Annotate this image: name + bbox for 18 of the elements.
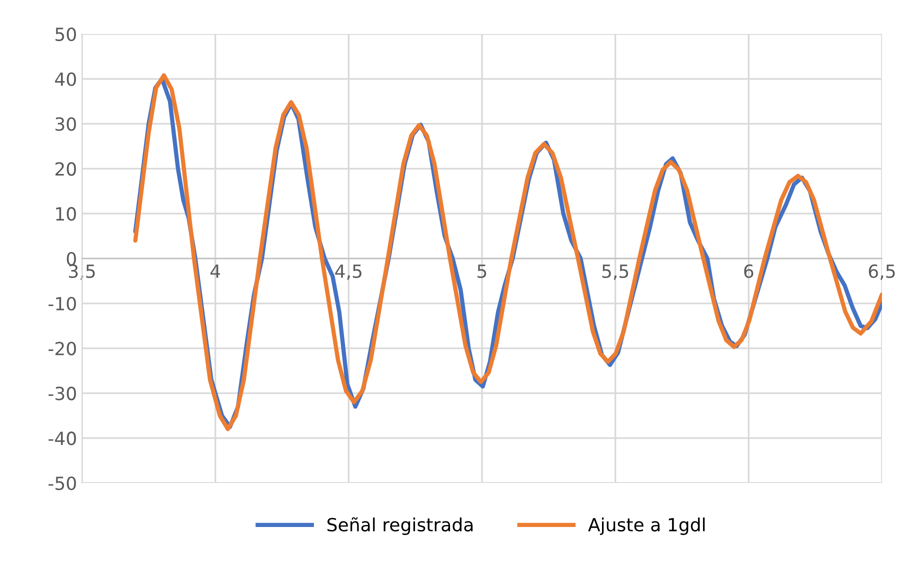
y-tick-label: -20 bbox=[48, 342, 76, 356]
legend-label: Ajuste a 1gdl bbox=[588, 518, 705, 535]
y-tick-label: -30 bbox=[48, 386, 76, 400]
legend-label: Señal registrada bbox=[327, 517, 473, 535]
x-tick-label: 5 bbox=[478, 264, 486, 278]
y-tick-label: -40 bbox=[48, 432, 76, 446]
x-tick-label: 6 bbox=[744, 264, 754, 278]
y-tick-label: 10 bbox=[56, 207, 76, 221]
x-tick-label: 4 bbox=[210, 264, 220, 278]
y-tick-label: -50 bbox=[48, 476, 76, 490]
y-tick-label: 20 bbox=[55, 162, 76, 176]
x-tick-label: 4,5 bbox=[335, 264, 362, 280]
x-tick-label: 6,5 bbox=[868, 264, 895, 280]
y-tick-label: 30 bbox=[56, 117, 76, 131]
y-tick-label: 40 bbox=[55, 72, 76, 86]
x-tick-label: 5,5 bbox=[602, 264, 628, 280]
y-tick-label: -10 bbox=[48, 296, 76, 311]
y-tick-label: 50 bbox=[56, 27, 76, 42]
